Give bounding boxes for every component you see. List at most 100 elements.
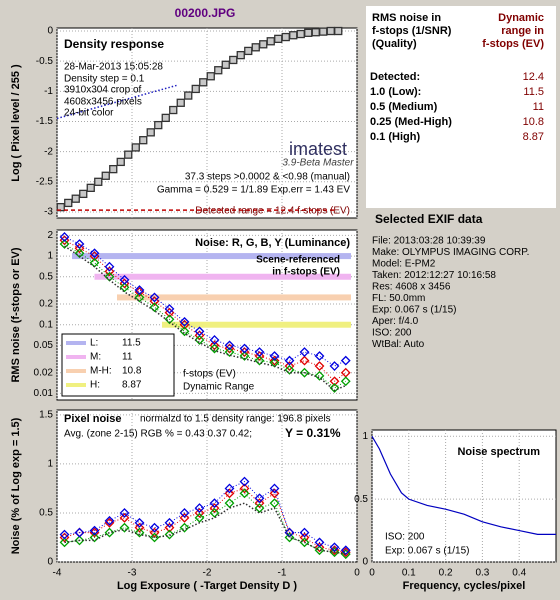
marker <box>214 66 223 75</box>
table-cell: Detected: <box>370 71 420 83</box>
threshold-band <box>72 253 351 260</box>
marker <box>314 542 325 553</box>
annotation: normalzd to 1.5 density range: 196.8 pix… <box>140 414 331 425</box>
exif-line: Exp: 0.067 s (1/15) <box>372 305 457 316</box>
annotation: 24-bit color <box>64 108 114 119</box>
marker <box>311 28 320 37</box>
marker <box>244 46 253 56</box>
x-tick-label: 0.4 <box>512 568 526 579</box>
marker <box>119 274 130 285</box>
table-cell: 0.1 (High) <box>370 131 420 143</box>
annotation: Density step = 0.1 <box>64 74 145 85</box>
marker <box>239 351 250 361</box>
annotation: in f-stops (EV) <box>272 267 340 278</box>
marker <box>281 32 290 42</box>
legend-label: M: <box>90 352 101 363</box>
legend-label: H: <box>90 380 100 391</box>
marker <box>194 508 205 518</box>
marker <box>269 498 280 509</box>
annotation: Density response <box>64 37 164 51</box>
marker <box>119 282 130 293</box>
marker <box>146 128 155 137</box>
marker <box>340 376 351 387</box>
marker <box>176 98 185 107</box>
annotation: 37.3 steps >0.0002 & <0.98 (manual) <box>185 172 350 183</box>
marker <box>119 522 130 533</box>
exif-line: Model: E-PM2 <box>372 259 436 270</box>
marker <box>236 50 245 60</box>
marker <box>59 232 70 242</box>
y-tick-label: 1 <box>47 459 53 470</box>
marker <box>299 347 310 357</box>
x-tick-label: -4 <box>53 568 62 579</box>
annotation: Noise: R, G, B, Y (Luminance) <box>195 237 350 249</box>
table-cell: 10.8 <box>523 116 544 128</box>
y-tick-label: -2.5 <box>36 176 54 187</box>
marker <box>314 537 325 548</box>
series-line <box>64 243 347 389</box>
marker <box>194 512 205 523</box>
marker <box>74 535 85 546</box>
y-tick-label: 1.5 <box>39 410 53 421</box>
marker <box>179 508 190 518</box>
marker <box>334 26 343 36</box>
annotation: Gamma = 0.529 = 1/1.89 Exp.err = 1.43 EV <box>157 185 350 196</box>
series-line <box>64 502 346 555</box>
y-tick-label: 0.2 <box>39 299 53 310</box>
marker <box>109 164 118 174</box>
marker <box>251 43 260 52</box>
table-cell: 11 <box>533 101 544 113</box>
marker <box>340 549 351 560</box>
exif-line: FL: 50.0mm <box>372 293 425 304</box>
y-axis-label: Log ( Pixel level / 255 ) <box>10 64 22 182</box>
marker <box>199 78 208 87</box>
x-tick-label: -3 <box>128 568 137 579</box>
marker <box>134 527 145 538</box>
marker <box>164 517 175 528</box>
marker <box>289 31 298 40</box>
y-tick-label: 0.01 <box>34 388 54 399</box>
marker <box>284 532 295 543</box>
marker <box>314 361 325 371</box>
threshold-band <box>162 321 351 328</box>
table-header: Dynamic <box>498 12 544 24</box>
marker <box>224 488 235 499</box>
y-tick-label: 0.05 <box>34 340 54 351</box>
marker <box>154 120 163 130</box>
marker <box>149 296 160 307</box>
file-title: 00200.JPG <box>175 6 236 20</box>
annotation: Exp: 0.067 s (1/15) <box>385 546 470 557</box>
marker <box>239 343 250 354</box>
x-tick-label: -2 <box>203 568 212 579</box>
marker <box>304 28 313 37</box>
marker <box>284 355 295 366</box>
y-tick-label: -0.5 <box>36 56 54 67</box>
table-cell: 1.0 (Low): <box>370 86 421 98</box>
legend-label: M-H: <box>90 366 112 377</box>
marker <box>134 522 145 533</box>
marker <box>59 537 70 548</box>
y-tick-label: -1 <box>44 86 53 97</box>
exif-line: Aper: f/4.0 <box>372 316 419 327</box>
marker <box>329 547 340 558</box>
y-tick-label: -1.5 <box>36 116 54 127</box>
marker <box>254 503 265 513</box>
y-tick-label: 0 <box>47 557 53 568</box>
marker <box>329 382 340 393</box>
legend-value: 11.5 <box>122 338 141 349</box>
marker <box>224 483 235 494</box>
marker <box>209 503 220 513</box>
marker <box>179 316 190 327</box>
y-tick-label: 0.5 <box>39 508 53 519</box>
table-header: RMS noise in <box>372 12 441 24</box>
annotation: ISO: 200 <box>385 532 425 543</box>
y-tick-label: 0.1 <box>39 319 53 330</box>
marker <box>104 266 115 277</box>
marker <box>259 40 268 49</box>
x-tick-label: 0 <box>369 568 375 579</box>
y-tick-label: 0.02 <box>34 367 54 378</box>
table-cell: 0.25 (Med-High) <box>370 116 452 128</box>
legend-value: 11 <box>122 352 133 363</box>
marker <box>221 60 230 69</box>
marker <box>59 529 70 540</box>
